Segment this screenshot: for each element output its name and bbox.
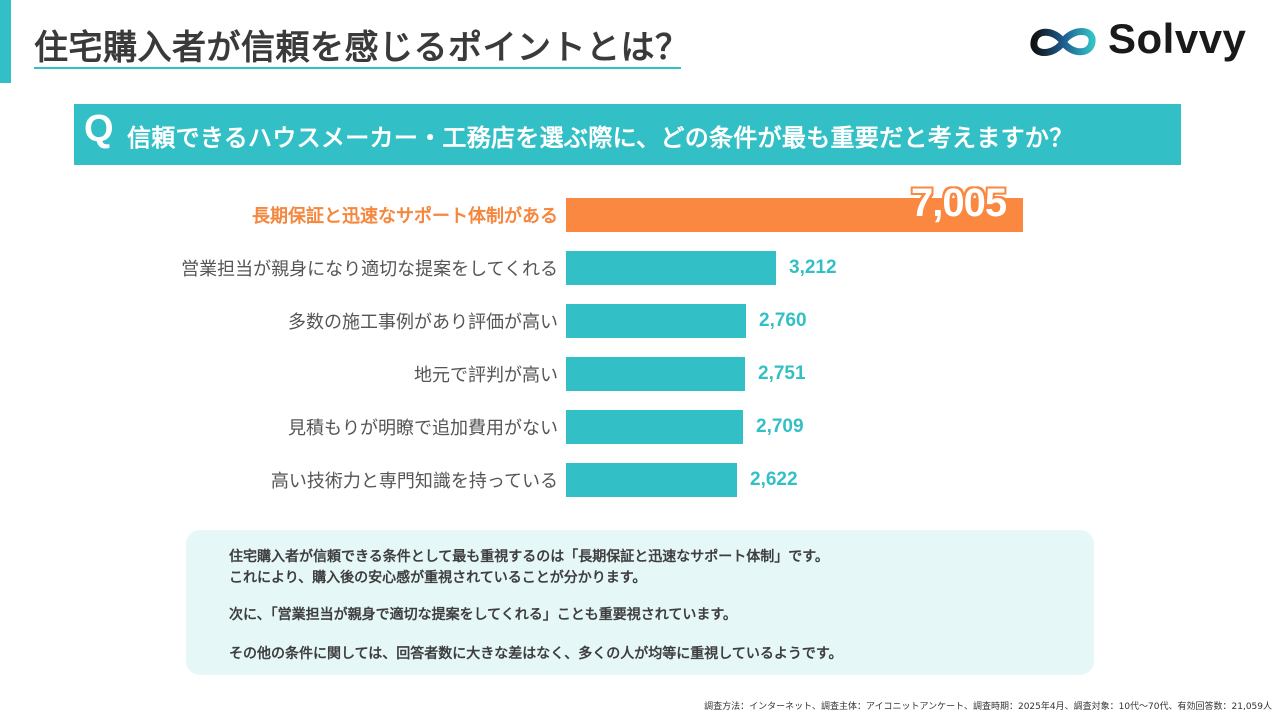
infinity-logo-icon [1030, 28, 1096, 56]
title-underline [34, 67, 681, 69]
value-label: 3,212 [789, 257, 837, 278]
bar [566, 304, 746, 338]
category-label: 地元で評判が高い [414, 365, 558, 386]
bar [566, 198, 1023, 232]
question-text: 信頼できるハウスメーカー・工務店を選ぶ際に、どの条件が最も重要だと考えますか？ [127, 124, 1074, 152]
summary-line: 次に、「営業担当が親身で適切な提案をしてくれる」ことも重要視されています。 [229, 607, 737, 623]
bar [566, 410, 743, 444]
brand-logo: Solvvy [1028, 14, 1258, 68]
page-title: 住宅購入者が信頼を感じるポイントとは？ [34, 28, 690, 68]
value-label: 2,709 [756, 416, 804, 437]
title-accent-bar [0, 0, 11, 83]
summary-line: その他の条件に関しては、回答者数に大きな差はなく、多くの人が均等に重視しているよ… [229, 646, 843, 662]
category-label: 長期保証と迅速なサポート体制がある [252, 206, 558, 227]
bar [566, 251, 776, 285]
value-label: 7,005 [911, 181, 1007, 225]
bar [566, 463, 737, 497]
value-label: 2,622 [750, 469, 798, 490]
summary-line: 住宅購入者が信頼できる条件として最も重視するのは「長期保証と迅速なサポート体制」… [229, 549, 829, 565]
summary-box: 住宅購入者が信頼できる条件として最も重視するのは「長期保証と迅速なサポート体制」… [186, 530, 1094, 675]
category-label: 多数の施工事例があり評価が高い [288, 312, 558, 333]
value-label: 2,751 [758, 363, 806, 384]
value-label: 2,760 [759, 310, 807, 331]
summary-line: これにより、購入後の安心感が重視されていることが分かります。 [229, 570, 647, 586]
survey-footnote: 調査方法：インターネット、調査主体：アイコニットアンケート、調査時期：2025年… [704, 702, 1272, 712]
question-mark-label: Q [84, 108, 114, 150]
category-label: 見積もりが明瞭で追加費用がない [288, 418, 558, 439]
category-label: 営業担当が親身になり適切な提案をしてくれる [181, 259, 558, 280]
bar [566, 357, 745, 391]
category-label: 高い技術力と専門知識を持っている [270, 471, 558, 492]
question-banner: Q 信頼できるハウスメーカー・工務店を選ぶ際に、どの条件が最も重要だと考えますか… [74, 104, 1181, 165]
brand-name: Solvvy [1108, 15, 1247, 62]
